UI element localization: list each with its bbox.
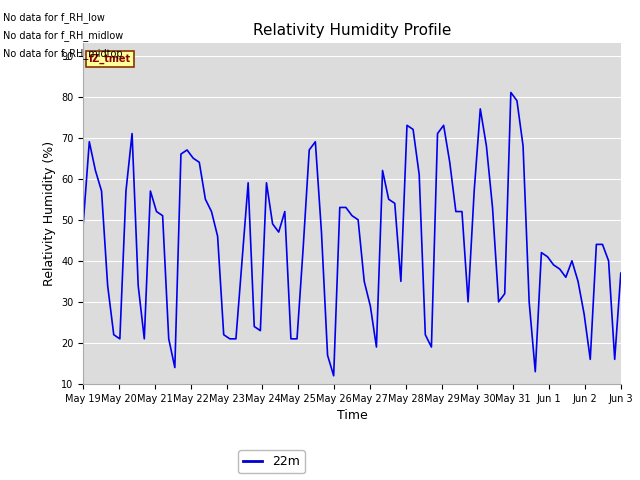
Legend: 22m: 22m <box>238 450 305 473</box>
Text: fZ_tmet: fZ_tmet <box>88 53 131 64</box>
Y-axis label: Relativity Humidity (%): Relativity Humidity (%) <box>42 141 56 286</box>
Text: No data for f_RH_midlow: No data for f_RH_midlow <box>3 30 124 41</box>
Text: No data for f_RH_low: No data for f_RH_low <box>3 12 105 23</box>
X-axis label: Time: Time <box>337 409 367 422</box>
Title: Relativity Humidity Profile: Relativity Humidity Profile <box>253 23 451 38</box>
Text: No data for f_RH_midtop: No data for f_RH_midtop <box>3 48 123 60</box>
